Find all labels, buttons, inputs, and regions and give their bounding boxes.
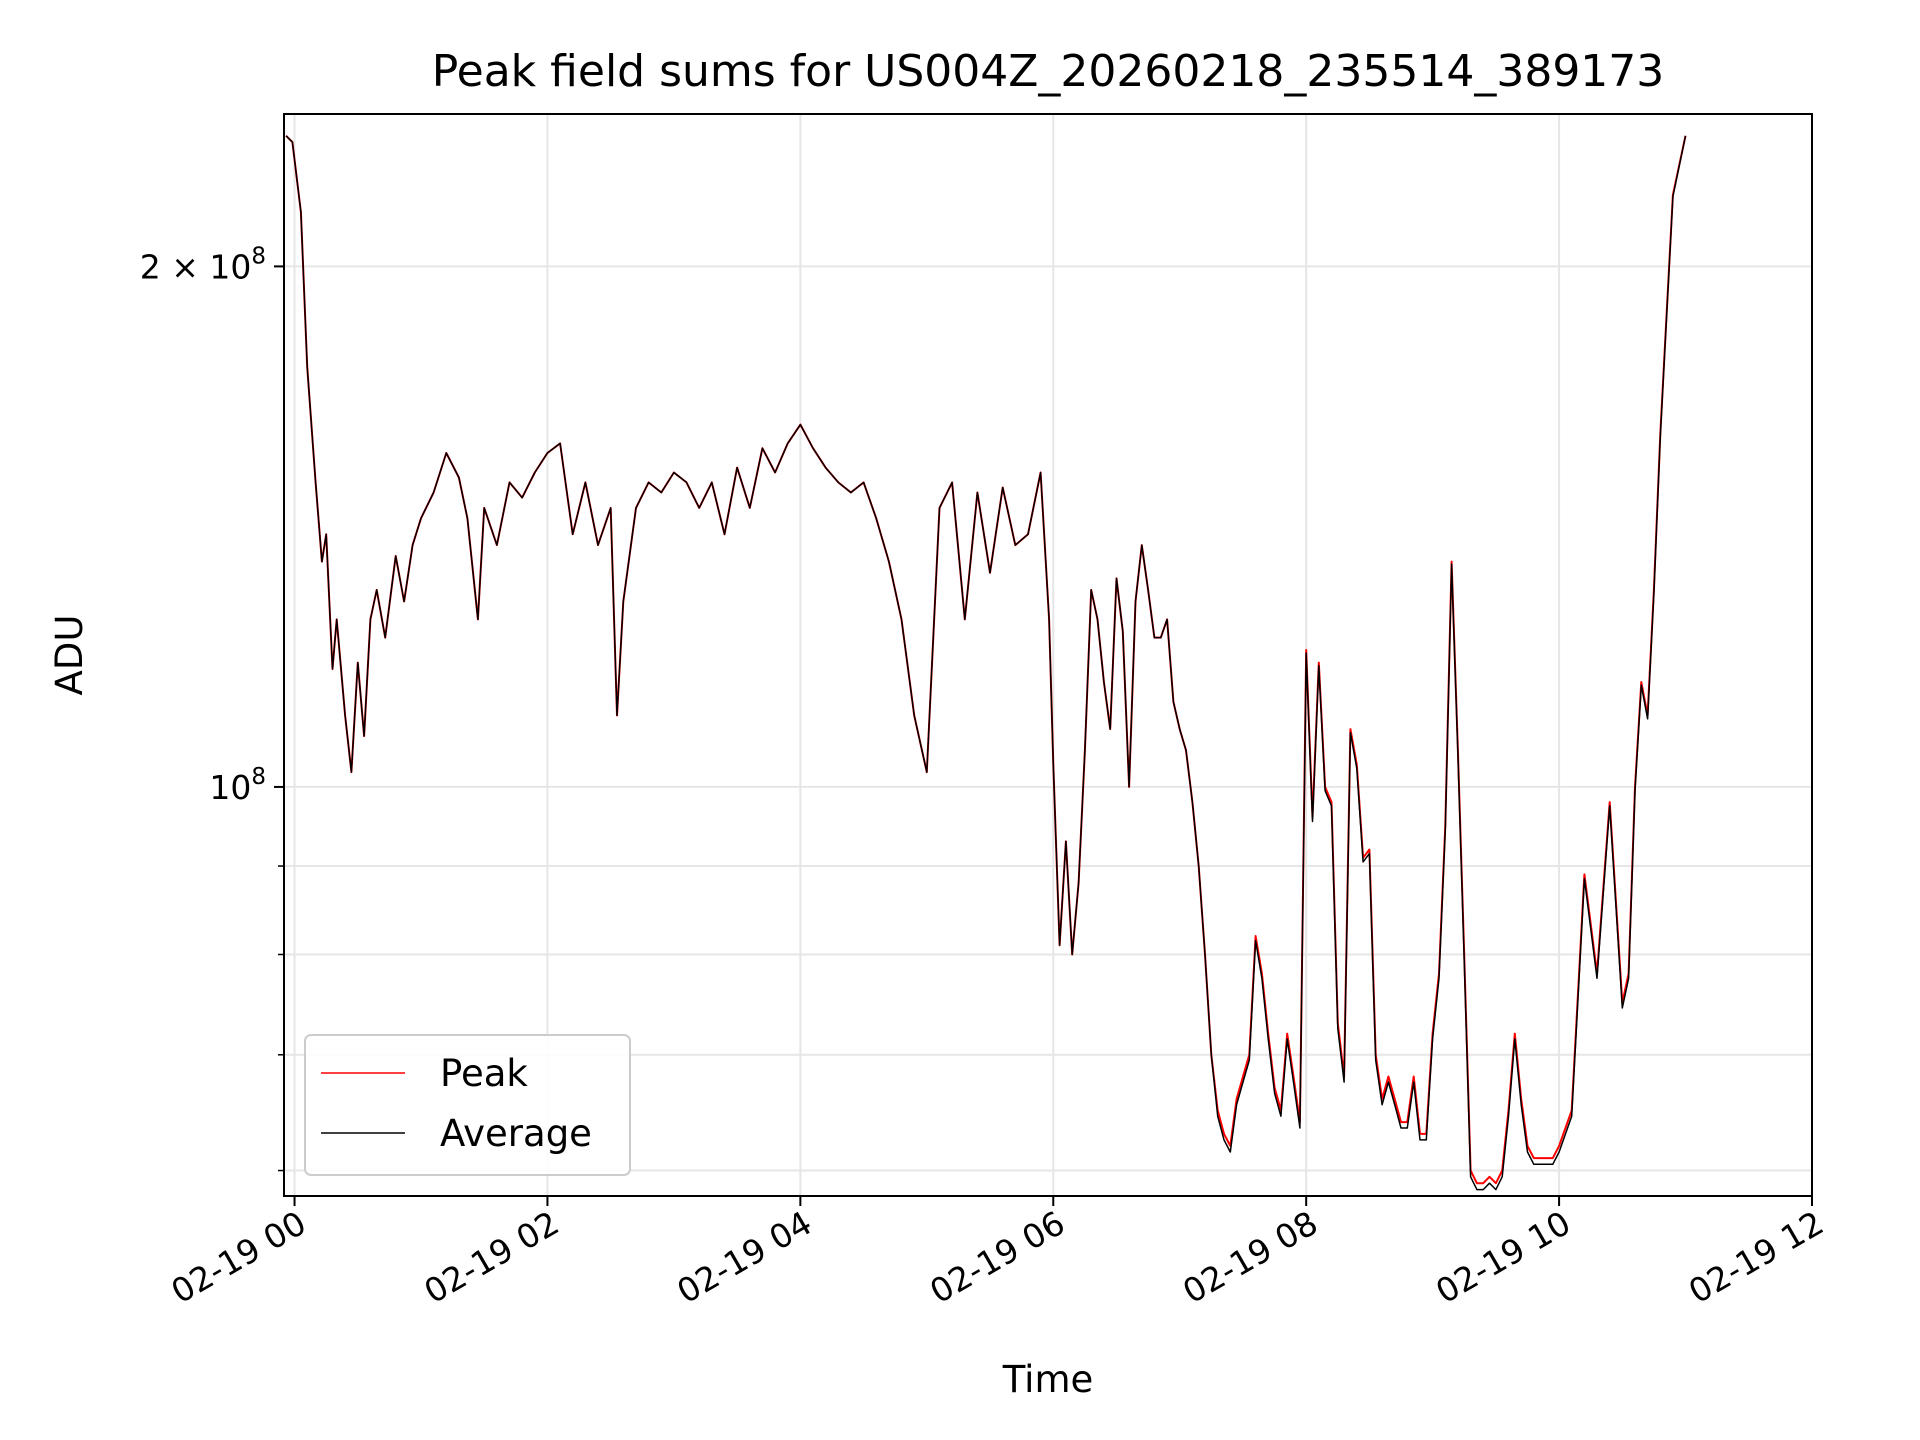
- x-tick-label: 02-19 02: [417, 1203, 565, 1311]
- series-line-average: [285, 135, 1687, 1191]
- chart-title: Peak field sums for US004Z_20260218_2355…: [432, 46, 1665, 97]
- legend: Peak Average: [304, 1034, 631, 1176]
- y-tick-label: 2 × 108: [140, 243, 266, 286]
- axes-frame: [283, 113, 1813, 1197]
- x-tick-label: 02-19 00: [165, 1203, 313, 1311]
- legend-box: [304, 1034, 631, 1176]
- y-axis-label: ADU: [48, 615, 91, 696]
- x-tick-label: 02-19 12: [1682, 1203, 1830, 1311]
- grid: [284, 114, 1813, 1196]
- x-tick-label: 02-19 10: [1429, 1203, 1577, 1311]
- y-tick-label: 108: [209, 764, 266, 807]
- x-tick-label: 02-19 08: [1176, 1203, 1324, 1311]
- x-tick-label: 02-19 06: [923, 1203, 1071, 1311]
- legend-label-peak: Peak: [440, 1052, 528, 1095]
- x-axis-label: Time: [1002, 1358, 1094, 1401]
- plot-area: [285, 135, 1687, 1191]
- x-tick-label: 02-19 04: [670, 1203, 818, 1311]
- series-line-peak: [285, 135, 1687, 1185]
- legend-label-average: Average: [440, 1112, 592, 1155]
